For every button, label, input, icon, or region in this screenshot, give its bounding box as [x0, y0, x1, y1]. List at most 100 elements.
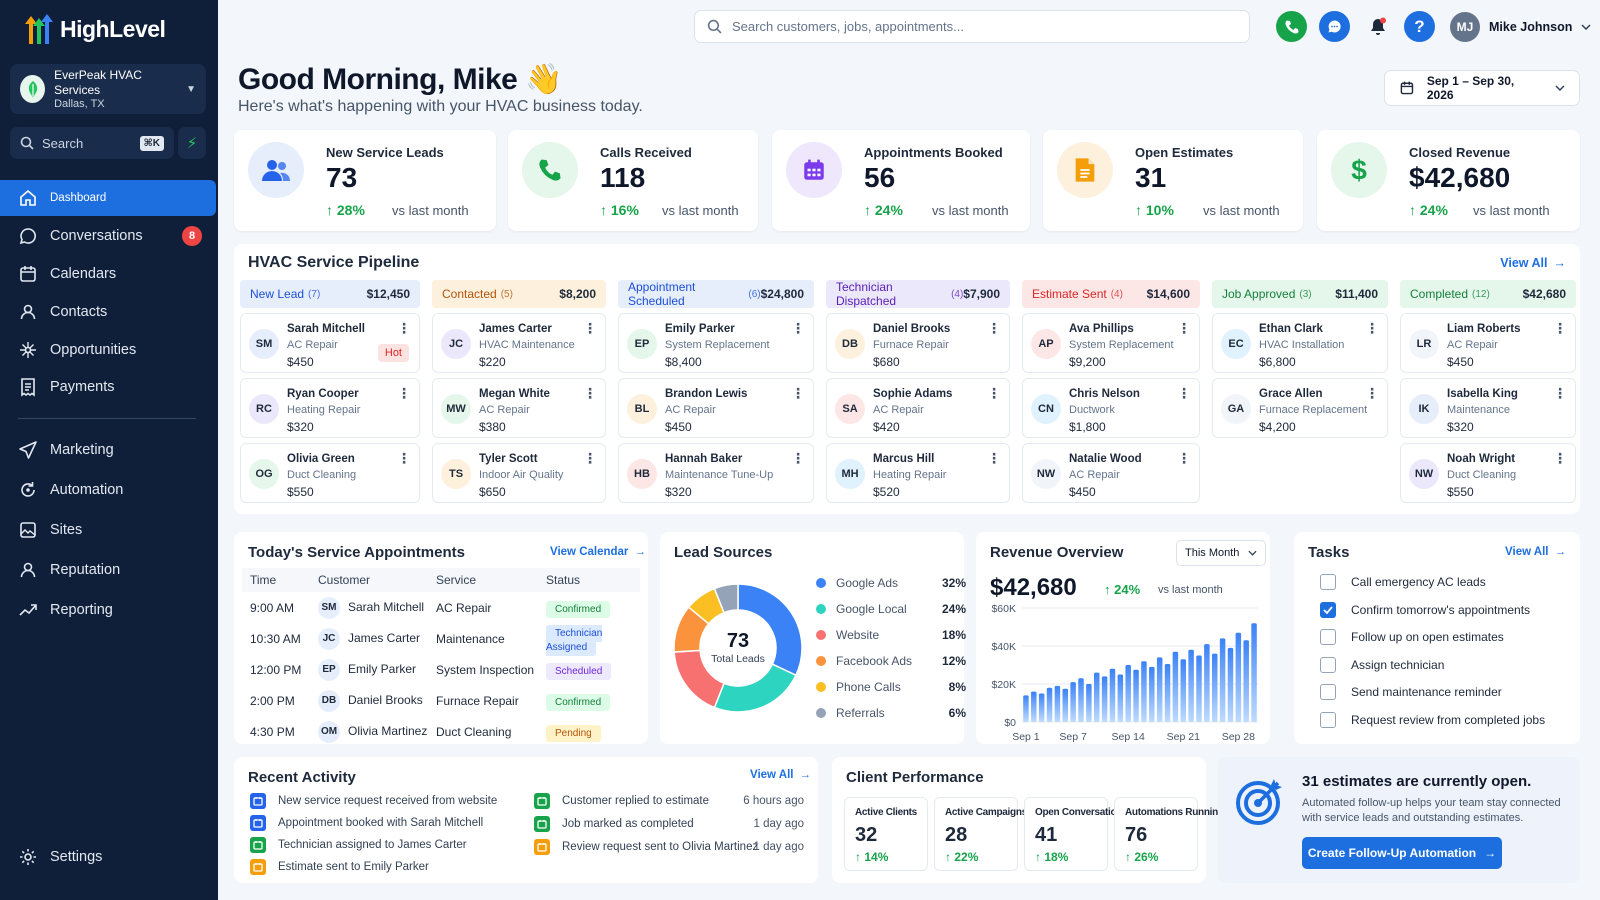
activity-item[interactable]: Job marked as completed 1 day ago [534, 816, 804, 832]
revenue-bar[interactable] [1219, 638, 1226, 722]
task-item[interactable]: Call emergency AC leads [1320, 574, 1486, 590]
brand-logo[interactable]: HighLevel [24, 14, 166, 44]
more-options-icon[interactable]: ⋮ [1365, 385, 1379, 401]
pipeline-card[interactable]: TS Tyler Scott Indoor Air Quality $650 ⋮ [432, 443, 606, 503]
pipeline-card[interactable]: EP Emily Parker System Replacement $8,40… [618, 313, 814, 373]
sidebar-item-sites[interactable]: Sites [0, 512, 218, 548]
more-options-icon[interactable]: ⋮ [583, 320, 597, 336]
sidebar-search[interactable]: Search ⌘K [10, 127, 174, 159]
revenue-bar[interactable] [1251, 623, 1257, 722]
revenue-bar[interactable] [1196, 655, 1202, 723]
revenue-bar[interactable] [1101, 676, 1108, 722]
task-item[interactable]: Send maintenance reminder [1320, 684, 1502, 701]
task-checkbox[interactable] [1320, 574, 1336, 590]
pipeline-card[interactable]: MW Megan White AC Repair $380 ⋮ [432, 378, 606, 438]
pipeline-column-header[interactable]: Job Approved (3) $11,400 [1212, 280, 1388, 308]
revenue-bar[interactable] [1046, 687, 1053, 722]
revenue-bar[interactable] [1023, 695, 1029, 722]
messages-button[interactable] [1319, 11, 1350, 42]
sidebar-item-contacts[interactable]: Contacts [0, 294, 218, 330]
pipeline-card[interactable]: EC Ethan Clark HVAC Installation $6,800 … [1212, 313, 1388, 373]
pipeline-card[interactable]: MH Marcus Hill Heating Repair $520 ⋮ [826, 443, 1010, 503]
more-options-icon[interactable]: ⋮ [987, 450, 1001, 466]
client-metric-card[interactable]: Active Clients 32 ↑ 14% [844, 797, 928, 871]
revenue-bar[interactable] [1235, 632, 1242, 722]
revenue-bar[interactable] [1054, 685, 1061, 722]
pipeline-column-header[interactable]: Estimate Sent (4) $14,600 [1022, 280, 1200, 308]
pipeline-column-header[interactable]: New Lead (7) $12,450 [240, 280, 420, 308]
kpi-card[interactable]: $ Closed Revenue $42,680 ↑ 24% vs last m… [1317, 130, 1580, 231]
sidebar-item-payments[interactable]: Payments [0, 369, 218, 405]
revenue-bar[interactable] [1188, 649, 1194, 722]
more-options-icon[interactable]: ⋮ [1365, 320, 1379, 336]
revenue-bar[interactable] [1211, 653, 1218, 722]
activity-view-all-link[interactable]: View All → [750, 769, 811, 781]
more-options-icon[interactable]: ⋮ [397, 320, 411, 336]
sidebar-item-conversations[interactable]: Conversations 8 [0, 218, 218, 254]
more-options-icon[interactable]: ⋮ [791, 385, 805, 401]
task-checkbox[interactable] [1320, 684, 1336, 701]
donut-slice[interactable] [713, 583, 739, 614]
view-calendar-link[interactable]: View Calendar → [550, 546, 646, 558]
revenue-bar[interactable] [1109, 668, 1116, 722]
more-options-icon[interactable]: ⋮ [791, 320, 805, 336]
pipeline-card[interactable]: HB Hannah Baker Maintenance Tune-Up $320… [618, 443, 814, 503]
activity-item[interactable]: Estimate sent to Emily Parker [250, 859, 429, 875]
pipeline-card[interactable]: AP Ava Phillips System Replacement $9,20… [1022, 313, 1200, 373]
revenue-bar[interactable] [1062, 688, 1069, 722]
task-checkbox[interactable] [1320, 629, 1336, 646]
table-row[interactable]: 2:00 PM DB Daniel Brooks Furnace Repair C… [242, 685, 640, 716]
kpi-card[interactable]: Calls Received 118 ↑ 16% vs last month [508, 130, 758, 231]
pipeline-view-all-link[interactable]: View All → [1500, 256, 1566, 270]
account-switcher[interactable]: EverPeak HVAC Services Dallas, TX ▼ [10, 64, 206, 114]
more-options-icon[interactable]: ⋮ [1553, 385, 1567, 401]
task-item[interactable]: Request review from completed jobs [1320, 712, 1545, 728]
revenue-bar[interactable] [1117, 674, 1124, 723]
activity-item[interactable]: New service request received from websit… [250, 793, 497, 809]
search-input[interactable] [732, 19, 1237, 34]
revenue-bar[interactable] [1125, 665, 1131, 722]
more-options-icon[interactable]: ⋮ [583, 450, 597, 466]
phone-button[interactable] [1276, 11, 1307, 42]
task-item[interactable]: Confirm tomorrow's appointments [1320, 601, 1530, 618]
pipeline-card[interactable]: OG Olivia Green Duct Cleaning $550 ⋮ [240, 443, 420, 503]
revenue-bar[interactable] [1149, 666, 1155, 722]
user-menu[interactable]: MJ Mike Johnson [1450, 12, 1591, 42]
task-item[interactable]: Assign technician [1320, 656, 1444, 673]
pipeline-card[interactable]: RC Ryan Cooper Heating Repair $320 ⋮ [240, 378, 420, 438]
task-checkbox[interactable] [1320, 712, 1336, 728]
more-options-icon[interactable]: ⋮ [987, 385, 1001, 401]
table-row[interactable]: 9:00 AM SM Sarah Mitchell AC Repair Confi… [242, 592, 640, 623]
revenue-bar[interactable] [1180, 659, 1187, 722]
tasks-view-all-link[interactable]: View All → [1505, 546, 1566, 558]
sidebar-item-settings[interactable]: Settings [0, 839, 218, 875]
task-item[interactable]: Follow up on open estimates [1320, 629, 1504, 646]
more-options-icon[interactable]: ⋮ [1553, 320, 1567, 336]
more-options-icon[interactable]: ⋮ [583, 385, 597, 401]
revenue-bar[interactable] [1070, 682, 1076, 722]
revenue-bar[interactable] [1172, 651, 1179, 722]
more-options-icon[interactable]: ⋮ [1177, 385, 1191, 401]
pipeline-card[interactable]: BL Brandon Lewis AC Repair $450 ⋮ [618, 378, 814, 438]
kpi-card[interactable]: Appointments Booked 56 ↑ 24% vs last mon… [772, 130, 1030, 231]
more-options-icon[interactable]: ⋮ [791, 450, 805, 466]
donut-slice[interactable] [737, 583, 803, 677]
task-checkbox[interactable] [1320, 601, 1336, 618]
pipeline-column-header[interactable]: Completed (12) $42,680 [1400, 280, 1576, 308]
pipeline-column-header[interactable]: Contacted (5) $8,200 [432, 280, 606, 308]
date-range-picker[interactable]: Sep 1 – Sep 30, 2026 [1384, 70, 1580, 106]
revenue-bar[interactable] [1086, 684, 1092, 722]
revenue-bar[interactable] [1243, 640, 1249, 722]
revenue-bar[interactable] [1038, 693, 1045, 723]
quick-action-button[interactable]: ⚡ [178, 127, 206, 159]
client-metric-card[interactable]: Open Conversations 41 ↑ 18% [1024, 797, 1128, 871]
sidebar-item-marketing[interactable]: Marketing [0, 432, 218, 468]
pipeline-card[interactable]: SA Sophie Adams AC Repair $420 ⋮ [826, 378, 1010, 438]
pipeline-column-header[interactable]: Appointment Scheduled (6) $24,800 [618, 280, 814, 308]
revenue-bar[interactable] [1204, 644, 1210, 722]
more-options-icon[interactable]: ⋮ [397, 385, 411, 401]
activity-item[interactable]: Technician assigned to James Carter [250, 837, 467, 853]
create-followup-automation-button[interactable]: Create Follow-Up Automation → [1302, 837, 1502, 869]
activity-item[interactable]: Customer replied to estimate 6 hours ago [534, 793, 804, 809]
sidebar-item-calendars[interactable]: Calendars [0, 256, 218, 292]
